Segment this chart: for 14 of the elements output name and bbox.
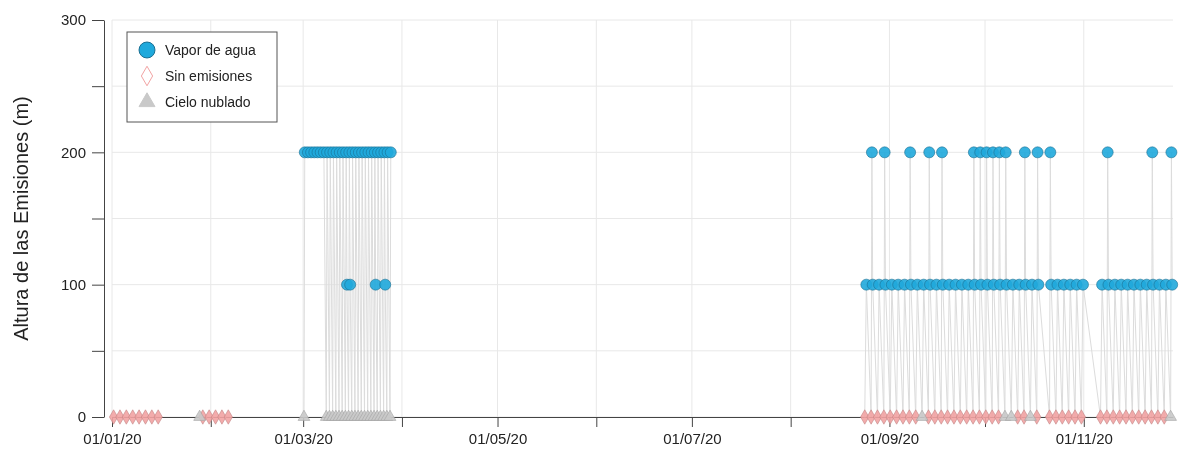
y-tick-label: 300 (60, 11, 86, 29)
x-tick-label: 01/05/20 (468, 429, 528, 447)
x-tick-label: 01/11/20 (1055, 429, 1113, 447)
y-tick-label: 0 (77, 408, 86, 426)
legend-label: Vapor de agua (165, 42, 257, 58)
legend-label: Sin emisiones (165, 68, 253, 84)
x-tick-label: 01/07/20 (663, 429, 722, 447)
y-tick-label: 200 (60, 143, 86, 161)
x-tick-label: 01/03/20 (274, 429, 333, 447)
y-axis-title: Altura de las Emisiones (m) (10, 96, 32, 341)
x-tick-label: 01/01/20 (83, 429, 142, 447)
legend-label: Cielo nublado (165, 94, 251, 110)
y-tick-label: 100 (60, 275, 86, 293)
x-tick-label: 01/09/20 (860, 429, 920, 447)
